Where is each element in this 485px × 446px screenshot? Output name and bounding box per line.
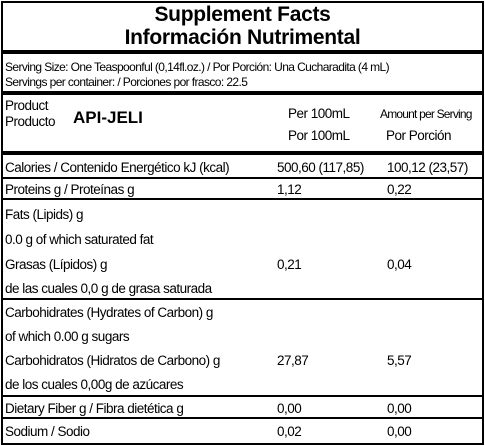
per-100ml-value: 0,00 <box>277 401 302 416</box>
row-label: Fats (Lipids) g <box>5 207 84 222</box>
row-label: Carbohidrates (Hydrates of Carbon) g <box>5 305 213 320</box>
per-serving-value: 0,00 <box>387 401 412 416</box>
divider <box>3 198 482 200</box>
per-serving-value: 5,57 <box>387 353 412 368</box>
row-label: of which 0.00 g sugars <box>5 329 130 344</box>
row-label: de las cuales 0,0 g de grasa saturada <box>5 281 212 296</box>
row-label: 0.0 g of which saturated fat <box>5 232 154 247</box>
row-label: Proteins g / Proteínas g <box>5 182 135 197</box>
divider <box>3 91 482 95</box>
row-label: de los cuales 0,00g de azúcares <box>5 377 184 392</box>
header-product: Product <box>5 98 49 113</box>
header-per100: Per 100mL <box>288 106 350 121</box>
divider <box>3 50 482 54</box>
per-100ml-value: 27,87 <box>277 353 309 368</box>
product-name: API-JELI <box>73 108 143 127</box>
title: Información Nutrimental <box>124 26 361 49</box>
divider <box>3 395 482 397</box>
divider <box>3 151 482 155</box>
row-label: Dietary Fiber g / Fibra dietética g <box>5 401 184 416</box>
serving-size: Serving Size: One Teaspoonful (0,14fl.oz… <box>5 60 390 74</box>
per-serving-value: 0,00 <box>387 424 412 439</box>
title: Supplement Facts <box>154 3 331 26</box>
per-serving-value: 0,04 <box>387 257 412 272</box>
header-product: Producto <box>5 114 56 129</box>
row-label: Sodium / Sodio <box>5 424 90 439</box>
servings-per-container: Servings per container: / Porciones por … <box>5 75 248 89</box>
row-label: Grasas (Lípidos) g <box>5 257 108 272</box>
per-100ml-value: 1,12 <box>277 182 302 197</box>
header-serving: Por Porción <box>386 128 452 143</box>
divider <box>3 177 482 179</box>
row-label: Calories / Contenido Energético kJ (kcal… <box>5 160 230 175</box>
row-label: Carbohidratos (Hidratos de Carbono) g <box>5 353 220 368</box>
per-serving-value: 0,22 <box>387 182 412 197</box>
per-100ml-value: 0,21 <box>277 257 302 272</box>
per-serving-value: 100,12 (23,57) <box>387 160 468 175</box>
divider <box>3 417 482 419</box>
per-100ml-value: 500,60 (117,85) <box>277 160 364 175</box>
header-per100: Por 100mL <box>288 128 350 143</box>
per-100ml-value: 0,02 <box>277 424 302 439</box>
divider <box>3 298 482 300</box>
header-serving: Amount per Serving <box>380 107 472 121</box>
